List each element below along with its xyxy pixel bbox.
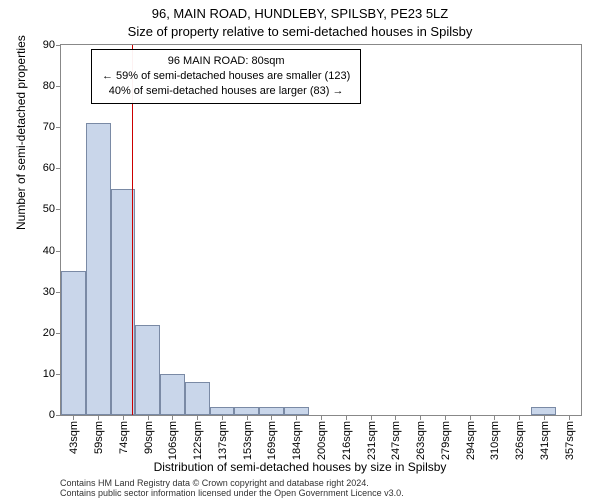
y-tick-label: 50 xyxy=(43,203,55,215)
x-axis-label: Distribution of semi-detached houses by … xyxy=(0,460,600,474)
histogram-bar xyxy=(160,374,185,415)
y-tick-mark xyxy=(56,168,61,169)
x-tick-mark xyxy=(371,415,372,420)
y-tick-mark xyxy=(56,45,61,46)
x-tick-mark xyxy=(445,415,446,420)
chart-title-line1: 96, MAIN ROAD, HUNDLEBY, SPILSBY, PE23 5… xyxy=(0,6,600,21)
x-tick-mark xyxy=(420,415,421,420)
x-tick-label: 341sqm xyxy=(539,421,551,460)
x-tick-mark xyxy=(172,415,173,420)
x-tick-mark xyxy=(222,415,223,420)
x-tick-label: 184sqm xyxy=(291,421,303,460)
x-tick-label: 263sqm xyxy=(415,421,427,460)
annotation-box: 96 MAIN ROAD: 80sqm ← 59% of semi-detach… xyxy=(91,49,361,104)
histogram-bar xyxy=(259,407,284,415)
y-tick-mark xyxy=(56,127,61,128)
x-tick-label: 357sqm xyxy=(564,421,576,460)
x-tick-label: 200sqm xyxy=(316,421,328,460)
histogram-bar xyxy=(86,123,111,415)
annotation-line2: ← 59% of semi-detached houses are smalle… xyxy=(102,69,350,84)
x-tick-mark xyxy=(569,415,570,420)
y-tick-label: 10 xyxy=(43,368,55,380)
plot-area: 010203040506070809043sqm59sqm74sqm90sqm1… xyxy=(60,44,582,416)
y-tick-label: 0 xyxy=(49,409,55,421)
y-axis-label: Number of semi-detached properties xyxy=(14,35,28,230)
y-tick-label: 80 xyxy=(43,80,55,92)
histogram-bar xyxy=(234,407,259,415)
x-tick-label: 310sqm xyxy=(489,421,501,460)
y-tick-label: 40 xyxy=(43,245,55,257)
x-tick-mark xyxy=(98,415,99,420)
annotation-line3: 40% of semi-detached houses are larger (… xyxy=(102,84,350,99)
x-tick-label: 279sqm xyxy=(440,421,452,460)
histogram-bar xyxy=(135,325,160,415)
x-tick-label: 326sqm xyxy=(514,421,526,460)
x-tick-label: 90sqm xyxy=(143,421,155,454)
footer-line2: Contains public sector information licen… xyxy=(60,488,404,498)
x-tick-label: 247sqm xyxy=(390,421,402,460)
x-tick-label: 216sqm xyxy=(341,421,353,460)
x-tick-label: 43sqm xyxy=(68,421,80,454)
y-tick-label: 30 xyxy=(43,286,55,298)
x-tick-label: 294sqm xyxy=(465,421,477,460)
x-tick-mark xyxy=(395,415,396,420)
x-tick-mark xyxy=(197,415,198,420)
x-tick-mark xyxy=(494,415,495,420)
histogram-bar xyxy=(531,407,556,415)
x-tick-mark xyxy=(123,415,124,420)
y-tick-mark xyxy=(56,251,61,252)
y-tick-label: 60 xyxy=(43,162,55,174)
footer-line1: Contains HM Land Registry data © Crown c… xyxy=(60,478,404,488)
x-tick-label: 122sqm xyxy=(192,421,204,460)
x-tick-mark xyxy=(544,415,545,420)
x-tick-mark xyxy=(148,415,149,420)
x-tick-mark xyxy=(271,415,272,420)
annotation-line1: 96 MAIN ROAD: 80sqm xyxy=(102,54,350,69)
x-tick-label: 153sqm xyxy=(242,421,254,460)
x-tick-label: 169sqm xyxy=(266,421,278,460)
footer-attribution: Contains HM Land Registry data © Crown c… xyxy=(60,478,404,499)
y-tick-mark xyxy=(56,209,61,210)
x-tick-mark xyxy=(346,415,347,420)
x-tick-mark xyxy=(321,415,322,420)
x-tick-mark xyxy=(296,415,297,420)
histogram-bar xyxy=(185,382,210,415)
histogram-bar xyxy=(61,271,86,415)
histogram-bar xyxy=(210,407,235,415)
x-tick-label: 74sqm xyxy=(118,421,130,454)
x-tick-label: 137sqm xyxy=(217,421,229,460)
x-tick-label: 231sqm xyxy=(366,421,378,460)
y-tick-label: 20 xyxy=(43,327,55,339)
histogram-bar xyxy=(284,407,309,415)
x-tick-mark xyxy=(470,415,471,420)
y-tick-label: 90 xyxy=(43,39,55,51)
y-tick-label: 70 xyxy=(43,121,55,133)
x-tick-label: 106sqm xyxy=(167,421,179,460)
x-tick-label: 59sqm xyxy=(93,421,105,454)
x-tick-mark xyxy=(519,415,520,420)
y-tick-mark xyxy=(56,86,61,87)
histogram-chart: 96, MAIN ROAD, HUNDLEBY, SPILSBY, PE23 5… xyxy=(0,0,600,500)
y-tick-mark xyxy=(56,415,61,416)
chart-title-line2: Size of property relative to semi-detach… xyxy=(0,24,600,39)
x-tick-mark xyxy=(247,415,248,420)
x-tick-mark xyxy=(73,415,74,420)
